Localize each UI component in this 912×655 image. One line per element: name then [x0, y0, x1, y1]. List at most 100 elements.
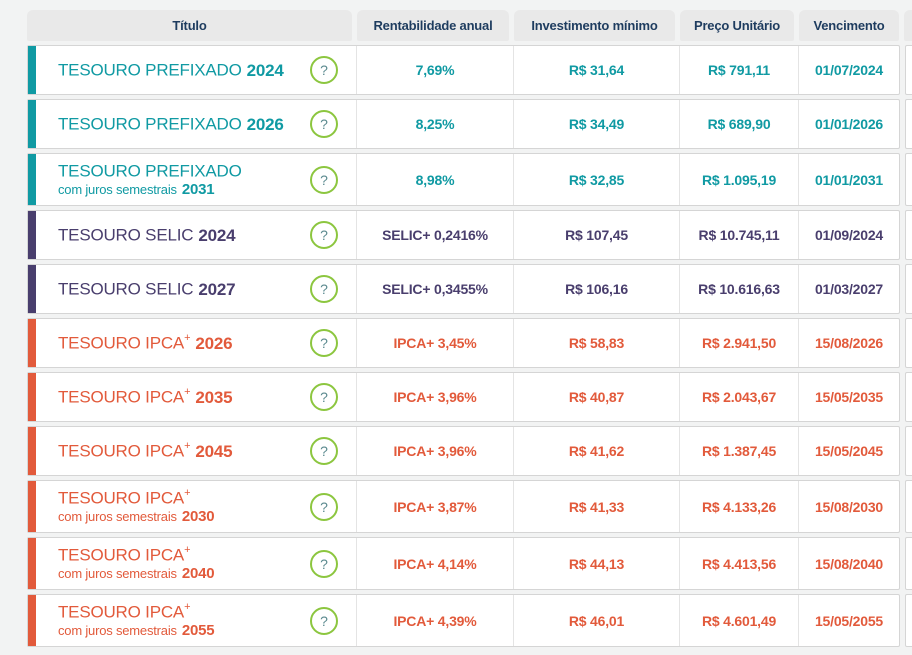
bond-min-investment: R$ 41,62 — [513, 427, 679, 475]
bond-row[interactable]: TESOURO IPCA+ 2035 ? IPCA + 3,96% R$ 40,8… — [27, 372, 900, 422]
bond-year: 2040 — [181, 564, 215, 582]
ipca-plus-superscript: + — [184, 600, 191, 613]
bond-row[interactable]: TESOURO IPCA+ com juros semestrais 2030 ?… — [27, 480, 900, 533]
bond-type-color-bar — [28, 373, 36, 421]
help-icon[interactable]: ? — [310, 329, 338, 357]
bond-annual-rate: 8,25% — [356, 100, 513, 148]
bond-maturity-date: 15/05/2055 — [798, 595, 899, 646]
bond-row[interactable]: TESOURO IPCA+ com juros semestrais 2040 ?… — [27, 537, 900, 590]
bond-maturity-date: 15/05/2045 — [798, 427, 899, 475]
bond-type-color-bar — [28, 211, 36, 259]
bond-title-line2: com juros semestrais 2030 — [58, 507, 215, 525]
question-mark-glyph: ? — [320, 335, 328, 351]
bond-annual-rate: IPCA + 4,39% — [356, 595, 513, 646]
bond-unit-price: R$ 1.095,19 — [679, 154, 798, 205]
bond-maturity-date: 01/03/2027 — [798, 265, 899, 313]
question-mark-glyph: ? — [320, 555, 328, 572]
bond-min-investment: R$ 32,85 — [513, 154, 679, 205]
question-mark-glyph: ? — [320, 612, 328, 629]
bond-row[interactable]: TESOURO IPCA+ 2026 ? IPCA + 3,45% R$ 58,8… — [27, 318, 900, 368]
help-icon[interactable]: ? — [310, 56, 338, 84]
help-icon[interactable]: ? — [310, 275, 338, 303]
bond-year: 2024 — [246, 60, 284, 80]
bond-title-line1: TESOURO SELIC 2027 — [58, 279, 236, 299]
bond-year: 2024 — [198, 225, 236, 245]
help-icon[interactable]: ? — [310, 383, 338, 411]
bond-title-line1: TESOURO IPCA+ — [58, 543, 191, 565]
cutoff-column-cell — [905, 153, 912, 206]
bond-title-line1: TESOURO IPCA+ — [58, 600, 191, 622]
bond-type-color-bar — [28, 427, 36, 475]
column-header-cutoff — [904, 10, 912, 41]
bond-unit-price: R$ 689,90 — [679, 100, 798, 148]
bond-price-table: Título Rentabilidade anual Investimento … — [27, 10, 912, 651]
bond-annual-rate: IPCA + 4,14% — [356, 538, 513, 589]
column-header-investimento: Investimento mínimo — [514, 10, 675, 41]
bond-annual-rate: IPCA + 3,96% — [356, 427, 513, 475]
bond-title-line2: com juros semestrais 2031 — [58, 180, 215, 198]
ipca-plus-superscript: + — [184, 543, 191, 556]
bond-unit-price: R$ 791,11 — [679, 46, 798, 94]
bond-title: TESOURO IPCA+ 2045 — [58, 440, 233, 461]
bond-type-color-bar — [28, 319, 36, 367]
bond-unit-price: R$ 10.616,63 — [679, 265, 798, 313]
bond-maturity-date: 15/05/2035 — [798, 373, 899, 421]
column-header-rentabilidade: Rentabilidade anual — [357, 10, 509, 41]
help-icon[interactable]: ? — [310, 492, 338, 521]
help-icon[interactable]: ? — [310, 549, 338, 578]
bond-unit-price: R$ 4.601,49 — [679, 595, 798, 646]
ipca-plus-superscript: + — [184, 486, 191, 499]
bond-row[interactable]: TESOURO PREFIXADO com juros semestrais 20… — [27, 153, 900, 206]
bond-title-line1: TESOURO SELIC 2024 — [58, 225, 236, 245]
bond-year: 2027 — [198, 279, 236, 299]
bond-title-line1: TESOURO IPCA+ 2035 — [58, 385, 233, 407]
help-icon[interactable]: ? — [310, 165, 338, 194]
cutoff-column-cell — [905, 45, 912, 95]
question-mark-glyph: ? — [320, 171, 328, 188]
help-icon[interactable]: ? — [310, 221, 338, 249]
bond-title: TESOURO IPCA+ com juros semestrais 2030 — [58, 486, 215, 525]
bond-row[interactable]: TESOURO PREFIXADO 2024 ? 7,69% R$ 31,64 R… — [27, 45, 900, 95]
bond-row[interactable]: TESOURO PREFIXADO 2026 ? 8,25% R$ 34,49 R… — [27, 99, 900, 149]
question-mark-glyph: ? — [320, 498, 328, 515]
bond-annual-rate: IPCA + 3,45% — [356, 319, 513, 367]
cutoff-column-cell — [905, 210, 912, 260]
help-icon[interactable]: ? — [310, 110, 338, 138]
bond-title: TESOURO IPCA+ com juros semestrais 2055 — [58, 600, 215, 639]
bond-row[interactable]: TESOURO IPCA+ com juros semestrais 2055 ?… — [27, 594, 900, 647]
table-header-row: Título Rentabilidade anual Investimento … — [27, 10, 912, 41]
help-icon[interactable]: ? — [310, 606, 338, 635]
bond-unit-price: R$ 1.387,45 — [679, 427, 798, 475]
bond-min-investment: R$ 40,87 — [513, 373, 679, 421]
bond-type-color-bar — [28, 595, 36, 646]
bond-year: 2030 — [181, 507, 215, 525]
column-header-preco: Preço Unitário — [680, 10, 794, 41]
bond-type-color-bar — [28, 481, 36, 532]
bond-title: TESOURO PREFIXADO com juros semestrais 20… — [58, 161, 247, 198]
bond-row[interactable]: TESOURO SELIC 2024 ? SELIC + 0,2416% R$ 1… — [27, 210, 900, 260]
bond-title-line1: TESOURO IPCA+ 2026 — [58, 331, 233, 353]
bond-min-investment: R$ 34,49 — [513, 100, 679, 148]
bond-annual-rate: IPCA + 3,87% — [356, 481, 513, 532]
column-header-titulo: Título — [27, 10, 352, 41]
cutoff-column-cell — [905, 594, 912, 647]
bond-min-investment: R$ 106,16 — [513, 265, 679, 313]
bond-type-color-bar — [28, 46, 36, 94]
table-body: TESOURO PREFIXADO 2024 ? 7,69% R$ 31,64 R… — [27, 45, 912, 647]
ipca-plus-superscript: + — [184, 331, 191, 344]
bond-year: 2026 — [195, 333, 233, 353]
bond-title: TESOURO PREFIXADO 2024 — [58, 60, 284, 80]
bond-type-color-bar — [28, 100, 36, 148]
bond-row[interactable]: TESOURO SELIC 2027 ? SELIC + 0,3455% R$ 1… — [27, 264, 900, 314]
bond-title-line1: TESOURO IPCA+ — [58, 486, 191, 508]
cutoff-column-cell — [905, 426, 912, 476]
bond-annual-rate: IPCA + 3,96% — [356, 373, 513, 421]
bond-row[interactable]: TESOURO IPCA+ 2045 ? IPCA + 3,96% R$ 41,6… — [27, 426, 900, 476]
bond-min-investment: R$ 41,33 — [513, 481, 679, 532]
bond-min-investment: R$ 58,83 — [513, 319, 679, 367]
bond-maturity-date: 01/09/2024 — [798, 211, 899, 259]
bond-min-investment: R$ 31,64 — [513, 46, 679, 94]
bond-title-line1: TESOURO PREFIXADO 2026 — [58, 114, 284, 134]
bond-min-investment: R$ 46,01 — [513, 595, 679, 646]
help-icon[interactable]: ? — [310, 437, 338, 465]
